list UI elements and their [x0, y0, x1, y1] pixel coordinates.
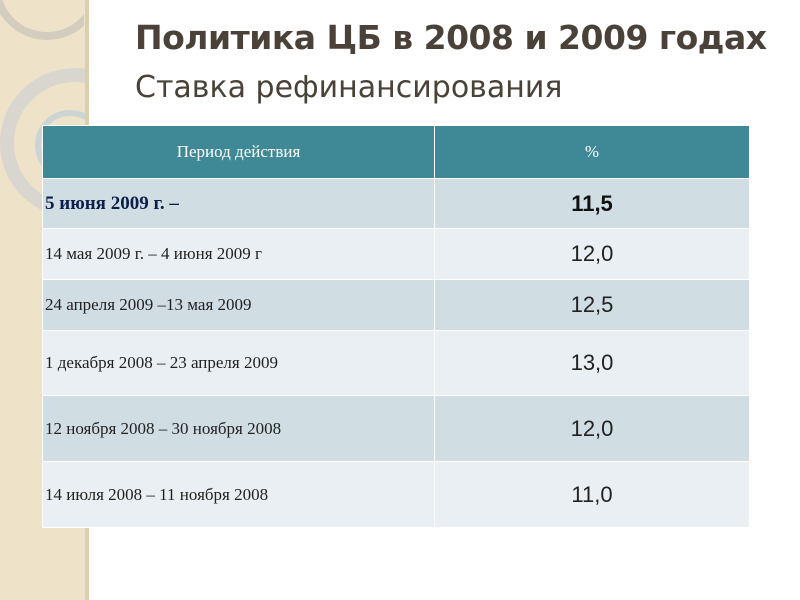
refinancing-rate-table: Период действия % 5 июня 2009 г. – 11,5 …	[42, 125, 750, 528]
table-row: 24 апреля 2009 –13 мая 2009 12,5	[42, 279, 750, 331]
rate-cell: 11,5	[434, 178, 750, 229]
table-row: 1 декабря 2008 – 23 апреля 2009 13,0	[42, 330, 750, 396]
table-row: 14 июля 2008 – 11 ноября 2008 11,0	[42, 461, 750, 528]
table-row: 12 ноября 2008 – 30 ноября 2008 12,0	[42, 395, 750, 462]
column-header-period: Период действия	[42, 125, 435, 179]
period-cell: 1 декабря 2008 – 23 апреля 2009	[42, 330, 435, 396]
rate-cell: 12,0	[434, 395, 750, 462]
table-header-row: Период действия %	[42, 125, 750, 179]
period-cell: 12 ноября 2008 – 30 ноября 2008	[42, 395, 435, 462]
rate-cell: 13,0	[434, 330, 750, 396]
slide-subtitle: Ставка рефинансирования	[135, 70, 563, 105]
period-cell: 14 июля 2008 – 11 ноября 2008	[42, 461, 435, 528]
slide-title: Политика ЦБ в 2008 и 2009 годах	[135, 18, 767, 57]
period-cell: 5 июня 2009 г. –	[42, 178, 435, 229]
table-row: 5 июня 2009 г. – 11,5	[42, 178, 750, 229]
period-cell: 14 мая 2009 г. – 4 июня 2009 г	[42, 228, 435, 280]
rate-cell: 12,5	[434, 279, 750, 331]
rate-cell: 11,0	[434, 461, 750, 528]
table-row: 14 мая 2009 г. – 4 июня 2009 г 12,0	[42, 228, 750, 280]
rate-cell: 12,0	[434, 228, 750, 280]
column-header-percent: %	[434, 125, 750, 179]
decorative-ring-top	[0, 0, 84, 40]
period-cell: 24 апреля 2009 –13 мая 2009	[42, 279, 435, 331]
